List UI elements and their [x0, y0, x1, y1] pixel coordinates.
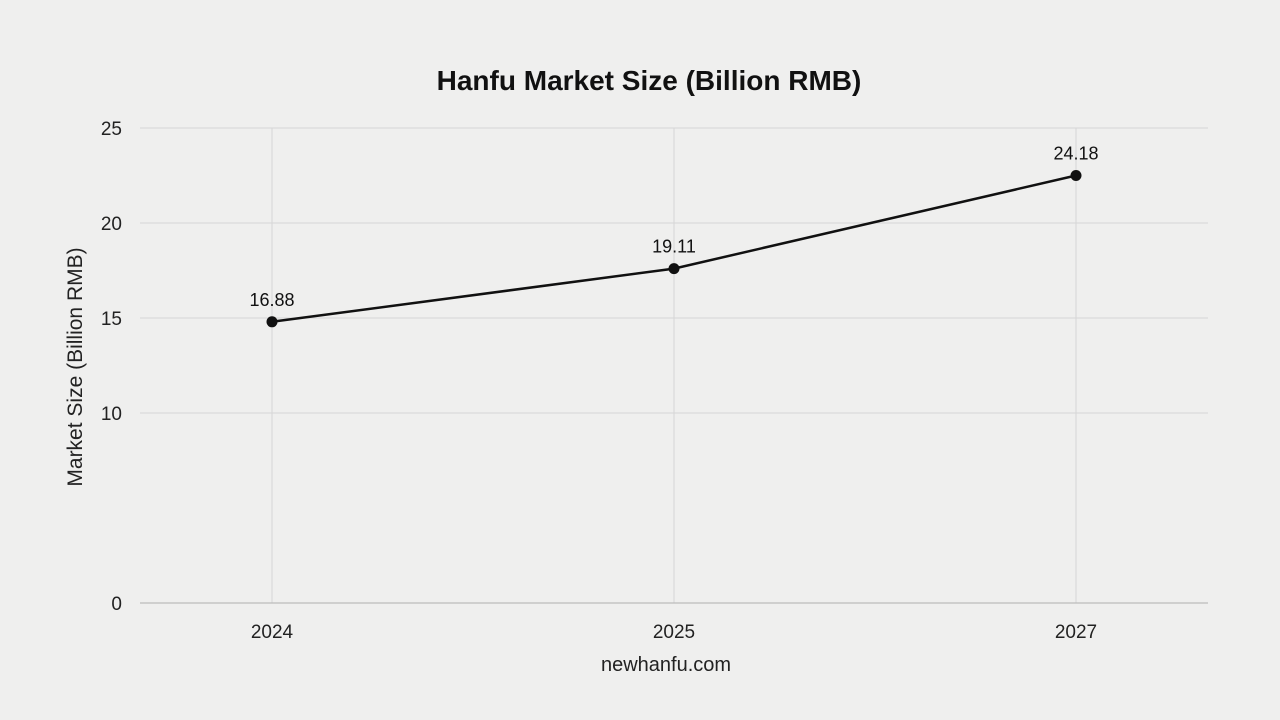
data-point — [668, 263, 680, 275]
data-labels: 16.88 19.11 24.18 — [249, 144, 1098, 310]
x-tick-label: 2024 — [251, 622, 294, 643]
y-tick-label: 0 — [111, 594, 122, 615]
y-tick-label: 20 — [101, 214, 122, 235]
y-tick-label: 25 — [101, 119, 122, 140]
data-label: 24.18 — [1053, 144, 1098, 164]
y-tick-label: 15 — [101, 309, 122, 330]
chart-title: Hanfu Market Size (Billion RMB) — [437, 65, 862, 96]
x-tick-label: 2025 — [653, 622, 695, 643]
data-point — [266, 316, 278, 328]
y-tick-label: 10 — [101, 404, 122, 425]
series — [266, 170, 1082, 328]
grid — [140, 127, 1208, 603]
x-tick-label: 2027 — [1055, 622, 1097, 643]
data-label: 19.11 — [652, 237, 696, 257]
data-label: 16.88 — [249, 290, 294, 310]
data-point — [1070, 170, 1082, 181]
y-axis-label: Market Size (Billion RMB) — [64, 247, 87, 486]
source-label: newhanfu.com — [601, 654, 731, 676]
